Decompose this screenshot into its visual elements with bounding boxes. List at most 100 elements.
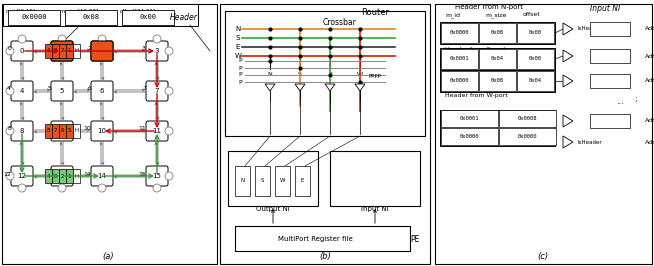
Bar: [275, 166, 290, 196]
Bar: [479, 23, 516, 43]
Text: m_id: m_id: [450, 110, 465, 116]
Text: N: N: [241, 178, 245, 184]
Bar: [59, 44, 66, 58]
Bar: [66, 124, 73, 138]
Text: offset: offset: [523, 12, 541, 17]
Text: 3: 3: [54, 173, 58, 178]
Text: 0x0000: 0x0000: [21, 14, 46, 20]
Bar: [499, 128, 556, 145]
Bar: [435, 4, 652, 264]
FancyBboxPatch shape: [51, 121, 73, 141]
Text: 2: 2: [87, 47, 91, 52]
Text: 2: 2: [61, 48, 64, 53]
Text: Addr2: Addr2: [645, 78, 654, 84]
Text: S: S: [298, 72, 302, 77]
Text: H: H: [75, 48, 78, 53]
Circle shape: [6, 87, 14, 95]
Text: (a): (a): [102, 252, 114, 261]
Circle shape: [165, 172, 173, 180]
Bar: [517, 71, 554, 91]
Text: 13: 13: [43, 172, 51, 177]
Bar: [52, 124, 59, 138]
Text: 7: 7: [54, 128, 58, 134]
Polygon shape: [265, 84, 275, 91]
Text: P: P: [238, 80, 241, 85]
Bar: [65, 10, 117, 25]
Text: Input NI: Input NI: [590, 4, 620, 13]
Text: 8: 8: [7, 127, 11, 131]
Polygon shape: [355, 84, 365, 91]
Text: 10: 10: [97, 128, 107, 134]
Text: 0x08: 0x08: [490, 78, 504, 84]
Bar: [479, 71, 516, 91]
Text: E: E: [328, 72, 332, 77]
FancyBboxPatch shape: [91, 41, 113, 61]
Circle shape: [165, 47, 173, 55]
Text: m_size: m_size: [485, 12, 506, 18]
Text: m_addr: m_addr: [500, 110, 524, 116]
Text: 13: 13: [58, 173, 67, 179]
Text: offset[24:31]: offset[24:31]: [120, 8, 156, 13]
Circle shape: [153, 35, 161, 43]
Text: 1: 1: [68, 173, 71, 178]
Text: Addr0: Addr0: [645, 27, 654, 31]
Circle shape: [58, 184, 66, 192]
Bar: [59, 124, 66, 138]
Circle shape: [6, 127, 14, 135]
Text: W: W: [357, 72, 363, 77]
FancyBboxPatch shape: [51, 41, 73, 61]
Circle shape: [165, 87, 173, 95]
Text: N-buffer: N-buffer: [597, 27, 623, 31]
Text: 0x0001: 0x0001: [459, 117, 479, 122]
Text: 0x0000: 0x0000: [517, 135, 537, 139]
FancyBboxPatch shape: [146, 166, 168, 186]
Bar: [2, 4, 217, 264]
Bar: [225, 11, 425, 136]
Text: 0x0000: 0x0000: [449, 78, 469, 84]
Text: 6: 6: [87, 86, 91, 92]
Bar: [440, 48, 555, 70]
Text: H: H: [75, 128, 78, 134]
Bar: [330, 151, 420, 206]
Text: S: S: [261, 178, 264, 184]
Text: m_id: m_id: [445, 12, 460, 18]
Text: Output NI: Output NI: [256, 206, 290, 212]
Text: W: W: [235, 53, 242, 59]
Text: 0x0000: 0x0000: [449, 31, 469, 35]
Text: P: P: [238, 65, 241, 70]
Bar: [440, 22, 555, 44]
Circle shape: [153, 184, 161, 192]
FancyBboxPatch shape: [51, 41, 73, 61]
FancyBboxPatch shape: [146, 81, 168, 101]
Bar: [66, 44, 73, 58]
Text: 15: 15: [138, 172, 146, 177]
Bar: [441, 49, 478, 69]
Bar: [45, 44, 52, 58]
Text: Header from N-port: Header from N-port: [455, 4, 523, 10]
Text: 0x04: 0x04: [528, 78, 542, 84]
Text: E: E: [235, 44, 239, 50]
Bar: [441, 71, 478, 91]
Text: 14: 14: [97, 173, 107, 179]
Circle shape: [6, 172, 14, 180]
Text: 4: 4: [46, 173, 50, 178]
Text: Addr3: Addr3: [645, 118, 654, 123]
Text: 15: 15: [152, 173, 162, 179]
Text: 1: 1: [60, 48, 64, 54]
Bar: [61, 44, 64, 58]
Text: 3: 3: [142, 47, 146, 52]
Text: (c): (c): [538, 252, 549, 261]
Bar: [235, 226, 410, 251]
Text: N: N: [235, 26, 240, 32]
FancyBboxPatch shape: [51, 81, 73, 101]
Polygon shape: [563, 115, 573, 127]
Circle shape: [58, 35, 66, 43]
Text: 1: 1: [47, 47, 51, 52]
Text: 0x0008: 0x0008: [517, 117, 537, 122]
Text: 0x0001: 0x0001: [449, 56, 469, 61]
Bar: [590, 22, 630, 36]
Bar: [517, 49, 554, 69]
Text: 3: 3: [58, 48, 61, 53]
Circle shape: [165, 127, 173, 135]
Text: 11: 11: [152, 128, 162, 134]
